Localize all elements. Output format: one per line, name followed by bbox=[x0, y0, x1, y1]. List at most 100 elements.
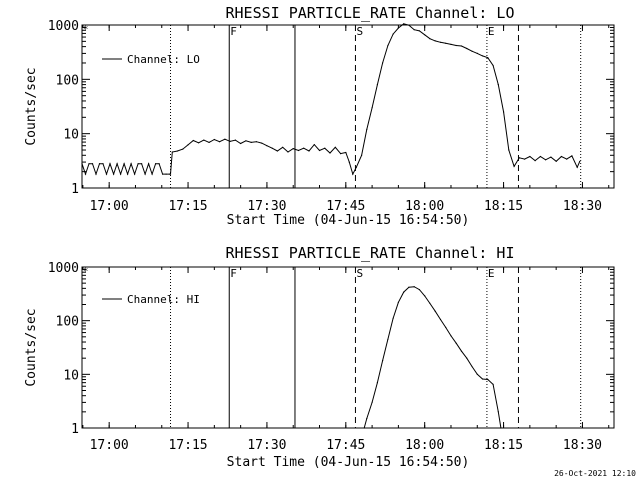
data-point bbox=[392, 317, 394, 319]
data-point bbox=[529, 155, 531, 158]
data-point bbox=[545, 159, 547, 161]
data-point bbox=[169, 173, 172, 175]
data-point bbox=[229, 140, 231, 142]
data-point bbox=[455, 342, 457, 344]
data-point bbox=[481, 378, 484, 380]
data-point bbox=[418, 30, 420, 32]
data-point bbox=[224, 138, 226, 140]
chart-title: RHESSI PARTICLE_RATE Channel: HI bbox=[226, 244, 515, 262]
y-tick-label: 1 bbox=[71, 182, 79, 197]
plot-frame bbox=[81, 24, 615, 189]
footer-timestamp: 26-Oct-2021 12:10 bbox=[554, 469, 636, 478]
data-point bbox=[429, 38, 431, 40]
data-point bbox=[162, 173, 164, 175]
data-point bbox=[555, 160, 557, 162]
data-point bbox=[476, 52, 478, 55]
data-point bbox=[255, 141, 257, 143]
data-point bbox=[240, 142, 242, 145]
data-point bbox=[155, 163, 157, 165]
data-point bbox=[376, 382, 378, 384]
data-point bbox=[445, 42, 447, 44]
data-point bbox=[403, 23, 405, 25]
hi-channel-panel: RHESSI PARTICLE_RATE Channel: HI 17:00 17:… bbox=[24, 244, 615, 470]
data-point bbox=[487, 378, 489, 381]
data-point bbox=[397, 27, 399, 29]
y-tick-label: 1000 bbox=[48, 261, 79, 276]
data-point bbox=[534, 160, 536, 162]
y-tick-label: 100 bbox=[56, 315, 79, 330]
data-point bbox=[566, 158, 568, 160]
data-point bbox=[418, 289, 420, 291]
data-point bbox=[434, 40, 436, 42]
data-point bbox=[481, 55, 484, 57]
data-point bbox=[476, 373, 478, 375]
x-tick-label: 17:15 bbox=[168, 438, 207, 453]
legend-label: Channel: HI bbox=[127, 293, 200, 306]
data-point bbox=[276, 150, 278, 152]
data-point bbox=[334, 146, 336, 148]
chart-title: RHESSI PARTICLE_RATE Channel: LO bbox=[226, 4, 515, 22]
data-point bbox=[91, 163, 94, 165]
data-point bbox=[98, 163, 101, 165]
data-point bbox=[492, 383, 494, 385]
data-point bbox=[102, 163, 104, 165]
data-point bbox=[492, 64, 494, 67]
data-point bbox=[148, 163, 150, 165]
data-point bbox=[134, 173, 136, 175]
data-line bbox=[363, 286, 502, 429]
time-marker-label: E bbox=[488, 267, 495, 280]
data-point bbox=[261, 142, 263, 144]
data-point bbox=[382, 62, 384, 64]
data-point bbox=[198, 142, 200, 144]
x-tick-label: 17:15 bbox=[168, 199, 207, 214]
x-tick-label: 18:30 bbox=[563, 438, 602, 453]
data-point bbox=[141, 163, 143, 165]
data-point bbox=[408, 24, 410, 26]
x-tick-label: 17:45 bbox=[326, 199, 365, 214]
data-point bbox=[550, 156, 552, 158]
data-point bbox=[144, 173, 146, 175]
data-point bbox=[208, 141, 210, 143]
data-point bbox=[203, 139, 205, 141]
data-point bbox=[297, 149, 300, 152]
time-marker-label: E bbox=[488, 25, 495, 38]
data-point bbox=[524, 158, 526, 160]
data-point bbox=[397, 301, 399, 303]
data-point bbox=[387, 338, 389, 340]
data-point bbox=[487, 57, 489, 59]
data-point bbox=[576, 166, 578, 168]
data-point bbox=[571, 155, 573, 157]
data-point bbox=[500, 427, 502, 429]
data-point bbox=[123, 163, 125, 165]
data-point bbox=[413, 286, 415, 288]
data-point bbox=[81, 163, 83, 165]
data-point bbox=[429, 302, 431, 304]
data-point bbox=[213, 138, 215, 141]
data-point bbox=[113, 173, 115, 175]
x-axis-label: Start Time (04-Jun-15 16:54:50) bbox=[227, 213, 470, 228]
time-marker-label: S bbox=[356, 25, 363, 38]
corner-mark: * bbox=[83, 25, 88, 35]
data-point bbox=[361, 154, 363, 156]
data-point bbox=[424, 295, 426, 297]
data-point bbox=[165, 173, 167, 175]
data-point bbox=[413, 29, 415, 31]
data-point bbox=[352, 173, 354, 175]
data-point bbox=[340, 153, 342, 155]
data-point bbox=[392, 33, 394, 35]
y-axis-label: Counts/sec bbox=[24, 308, 39, 386]
data-point bbox=[376, 84, 378, 86]
data-point bbox=[308, 150, 310, 152]
data-point bbox=[387, 44, 389, 47]
x-tick-label: 18:15 bbox=[484, 438, 523, 453]
data-point bbox=[219, 141, 221, 143]
data-point bbox=[192, 139, 194, 142]
x-tick-label: 17:00 bbox=[90, 199, 129, 214]
y-tick-label: 1000 bbox=[48, 19, 79, 34]
data-point bbox=[171, 151, 173, 153]
data-point bbox=[408, 286, 410, 288]
lo-channel-panel: RHESSI PARTICLE_RATE Channel: LO 17:00 17:… bbox=[24, 4, 615, 228]
data-point bbox=[539, 155, 542, 158]
data-point bbox=[371, 107, 373, 109]
data-point bbox=[424, 34, 426, 36]
